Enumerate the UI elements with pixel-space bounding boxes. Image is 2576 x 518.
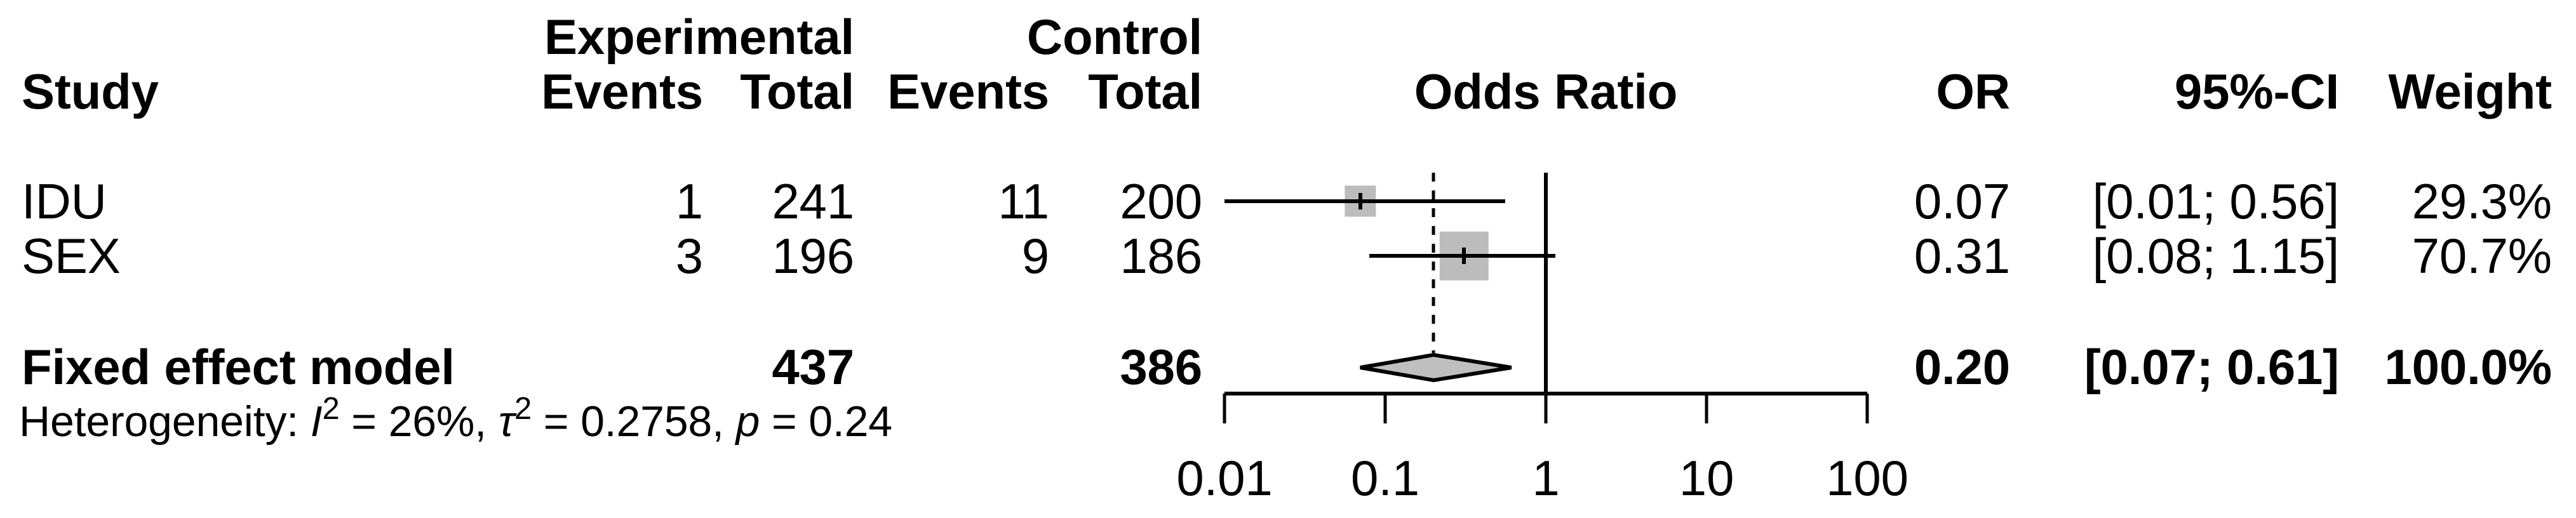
header-ctrl-events: Events (887, 63, 1049, 119)
ci-whisker (1224, 199, 1506, 203)
header-ci: 95%-CI (2174, 63, 2339, 119)
x-axis-tick (1223, 394, 1226, 423)
summary-diamond (1360, 352, 1512, 383)
summary-or-value: 0.20 (1914, 339, 2010, 395)
x-axis-tick-label: 0.1 (1351, 450, 1419, 506)
plot-area: 0.01 0.1 1 10 100 (1176, 0, 1909, 518)
summary-ci-value: [0.07; 0.61] (2084, 339, 2339, 395)
x-axis-tick-label: 0.01 (1176, 450, 1273, 506)
ci-value: [0.08; 1.15] (2092, 228, 2340, 284)
x-axis-tick (1383, 394, 1387, 423)
table-row-idu: IDU 1 241 11 200 0.07 [0.01; 0.56] 29.3% (0, 176, 2576, 227)
x-axis-tick-label: 10 (1679, 450, 1734, 506)
header-group-row: Experimental Control (0, 12, 2576, 63)
study-label: IDU (22, 173, 107, 229)
tau-squared-exponent: 2 (514, 392, 532, 427)
i-squared-symbol: I (310, 397, 323, 446)
point-estimate-marker (1462, 248, 1466, 264)
or-value: 0.31 (1914, 228, 2010, 284)
summary-diamond-shape (1360, 352, 1512, 383)
heterogeneity-prefix: Heterogeneity: (19, 397, 311, 446)
tau-squared-value: = 0.2758, (532, 397, 736, 446)
x-axis-tick-label: 1 (1532, 450, 1560, 506)
summary-exp-total: 437 (772, 339, 854, 395)
p-symbol: p (735, 397, 760, 446)
header-weight: Weight (2388, 63, 2552, 119)
ci-value: [0.01; 0.56] (2092, 173, 2340, 229)
i-squared-exponent: 2 (322, 392, 340, 427)
x-axis-tick (1865, 394, 1869, 423)
weight-value: 29.3% (2412, 173, 2553, 229)
header-experimental: Experimental (544, 9, 854, 65)
exp-total-value: 241 (772, 173, 854, 229)
summary-ctrl-total: 386 (1120, 339, 1202, 395)
ctrl-total-value: 200 (1120, 173, 1202, 229)
x-axis-tick-label: 100 (1826, 450, 1909, 506)
header-columns-row: Study Events Total Events Total Odds Rat… (0, 67, 2576, 117)
exp-events-value: 3 (675, 228, 703, 284)
x-axis-tick (1544, 394, 1548, 423)
header-study: Study (22, 63, 159, 119)
header-odds-ratio: Odds Ratio (1414, 63, 1678, 119)
summary-weight-value: 100.0% (2384, 339, 2552, 395)
x-axis-tick (1705, 394, 1708, 423)
weight-value: 70.7% (2412, 228, 2553, 284)
ctrl-events-value: 9 (1021, 228, 1049, 284)
tau-squared-symbol: τ (498, 397, 514, 446)
header-or: OR (1936, 63, 2010, 119)
exp-total-value: 196 (772, 228, 854, 284)
or-value: 0.07 (1914, 173, 2010, 229)
summary-row: Fixed effect model 437 386 0.20 [0.07; 0… (0, 342, 2576, 393)
i-squared-value: = 26%, (339, 397, 499, 446)
header-exp-events: Events (541, 63, 703, 119)
exp-events-value: 1 (675, 173, 703, 229)
header-ctrl-total: Total (1088, 63, 1202, 119)
reference-line-or1 (1544, 173, 1548, 394)
summary-model-label: Fixed effect model (22, 339, 455, 395)
ctrl-total-value: 186 (1120, 228, 1202, 284)
header-control: Control (1026, 9, 1202, 65)
summary-effect-dashed-line (1432, 173, 1435, 353)
point-estimate-marker (1358, 193, 1362, 209)
header-exp-total: Total (740, 63, 854, 119)
study-label: SEX (22, 228, 121, 284)
heterogeneity-stats: Heterogeneity: I2 = 26%, τ2 = 0.2758, p … (19, 394, 892, 446)
table-row-sex: SEX 3 196 9 186 0.31 [0.08; 1.15] 70.7% (0, 231, 2576, 282)
p-value: = 0.24 (760, 397, 892, 446)
ctrl-events-value: 11 (998, 173, 1049, 229)
